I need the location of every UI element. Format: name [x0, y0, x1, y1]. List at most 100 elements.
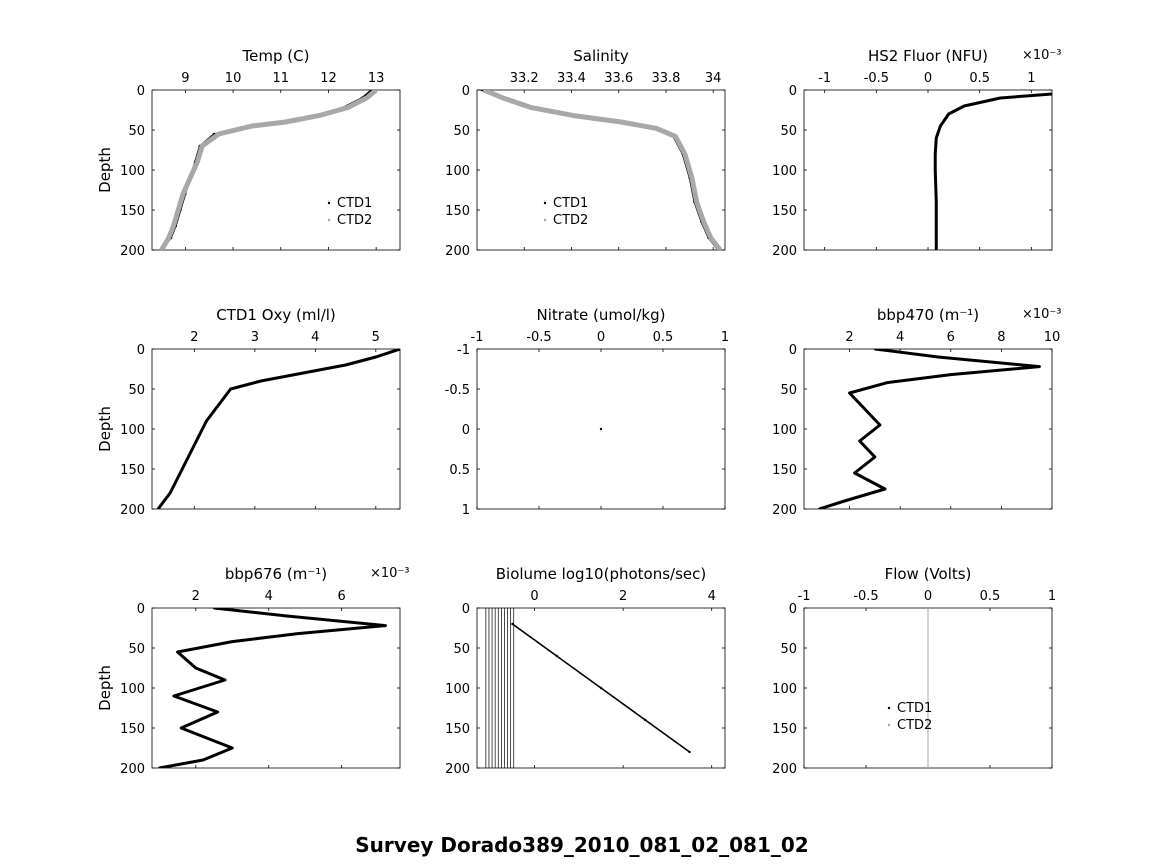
axes-box	[803, 348, 1053, 510]
data-point	[374, 355, 378, 359]
axes-box	[151, 607, 401, 769]
subplot-8: Biolume log10(photons/sec) 0 2 4 0 50 100 150 20…	[445, 565, 726, 777]
x-tick-label: 10	[225, 71, 242, 86]
data-point	[873, 455, 877, 459]
data-point	[817, 507, 821, 509]
x-tick-label: 8	[997, 330, 1005, 345]
x-tick-label: 4	[896, 330, 904, 345]
data-point	[858, 439, 861, 443]
data-point	[719, 248, 722, 250]
x-tick-label: -1	[818, 71, 831, 86]
data-point	[863, 407, 866, 411]
data-point	[188, 176, 192, 180]
y-tick-label: 100	[120, 682, 145, 697]
data-point	[530, 106, 533, 109]
x-tick-label: 6	[338, 589, 346, 604]
data-point	[168, 491, 172, 495]
y-tick-label: 100	[445, 682, 470, 697]
x-tick-label: 13	[368, 71, 385, 86]
series-1-line	[818, 349, 1041, 509]
data-point	[688, 750, 691, 754]
data-point	[212, 608, 216, 610]
subplot-title: Salinity	[573, 47, 629, 65]
y-tick-label: 100	[772, 423, 797, 438]
data-point	[599, 686, 603, 690]
subplot-title: CTD1 Oxy (ml/l)	[216, 306, 336, 324]
data-point	[317, 114, 321, 117]
data-point	[172, 694, 176, 698]
data-point	[873, 349, 877, 351]
data-point	[216, 710, 219, 714]
data-point	[156, 507, 160, 509]
y-tick-label: 100	[445, 164, 470, 179]
x-tick-label: 33.8	[651, 71, 680, 86]
data-point	[205, 419, 208, 423]
subplot-title: bbp676 (m⁻¹)	[225, 565, 327, 583]
x-tick-label: 12	[320, 71, 337, 86]
data-point	[853, 471, 856, 475]
axes-box	[476, 89, 726, 251]
x-tick-label: 0	[597, 330, 605, 345]
data-point	[935, 248, 938, 250]
subplot-1: Temp (C) Depth 9 10 11 12 13 0 50 100 150 200 CTD1 CT…	[96, 47, 401, 259]
y-tick-label: 150	[772, 204, 797, 219]
legend-label: CTD1	[337, 196, 372, 211]
data-point	[1050, 92, 1052, 96]
y-tick-label: 0	[137, 84, 145, 99]
x-tick-label: 4	[311, 330, 319, 345]
data-point	[695, 200, 698, 204]
y-tick-label: 150	[120, 204, 145, 219]
y-tick-label: 0	[462, 423, 470, 438]
y-tick-label: 150	[445, 722, 470, 737]
y-tick-label: 150	[445, 204, 470, 219]
data-point	[160, 248, 163, 250]
y-tick-label: 0	[462, 602, 470, 617]
subplot-5: Nitrate (umol/kg) -1 -0.5 0 0.5 1 -1 -0.5 0 0.5 1	[445, 306, 730, 518]
data-point	[201, 758, 205, 762]
data-point	[655, 127, 658, 130]
x-tick-label: -0.5	[526, 330, 551, 345]
legend-label: CTD2	[337, 213, 372, 228]
subplot-title: Biolume log10(photons/sec)	[496, 565, 707, 583]
subplot-title: Temp (C)	[242, 47, 310, 65]
x-tick-label: 0	[924, 589, 932, 604]
exponent-label: ×10⁻³	[1022, 307, 1062, 322]
plot-area	[926, 608, 930, 768]
data-point	[619, 120, 623, 124]
data-point	[555, 654, 558, 658]
data-point	[384, 624, 387, 627]
y-tick-label: 0	[137, 602, 145, 617]
y-tick-label: 150	[120, 722, 145, 737]
x-tick-label: -0.5	[864, 71, 889, 86]
y-tick-label: 200	[772, 503, 797, 518]
x-tick-label: 0.5	[969, 71, 990, 86]
subplot-3: HS2 Fluor (NFU) ×10⁻³ -1 -0.5 0 0.5 1 0 50 100 150…	[772, 47, 1061, 259]
x-tick-label: 1	[721, 330, 729, 345]
y-tick-label: 0	[137, 343, 145, 358]
y-tick-label: 100	[772, 682, 797, 697]
plot-area	[599, 427, 603, 431]
legend-marker	[327, 218, 331, 222]
data-point	[644, 718, 647, 722]
data-point	[935, 136, 938, 140]
plot-area	[933, 92, 1052, 250]
x-tick-label: 5	[372, 330, 380, 345]
data-point	[344, 363, 347, 367]
data-point	[176, 650, 179, 654]
data-point	[181, 467, 184, 471]
data-point	[878, 423, 882, 427]
plot-area	[817, 349, 1041, 509]
x-tick-label: 0	[924, 71, 932, 86]
data-point	[572, 114, 576, 117]
x-tick-label: 2	[190, 330, 198, 345]
data-point	[374, 90, 378, 92]
y-tick-label: 100	[772, 164, 797, 179]
y-tick-label: 200	[120, 762, 145, 777]
exponent-label: ×10⁻³	[1022, 48, 1062, 63]
y-axis-label: Depth	[96, 147, 114, 193]
y-tick-label: 50	[453, 642, 470, 657]
x-tick-label: 2	[619, 589, 627, 604]
data-point	[259, 379, 263, 383]
